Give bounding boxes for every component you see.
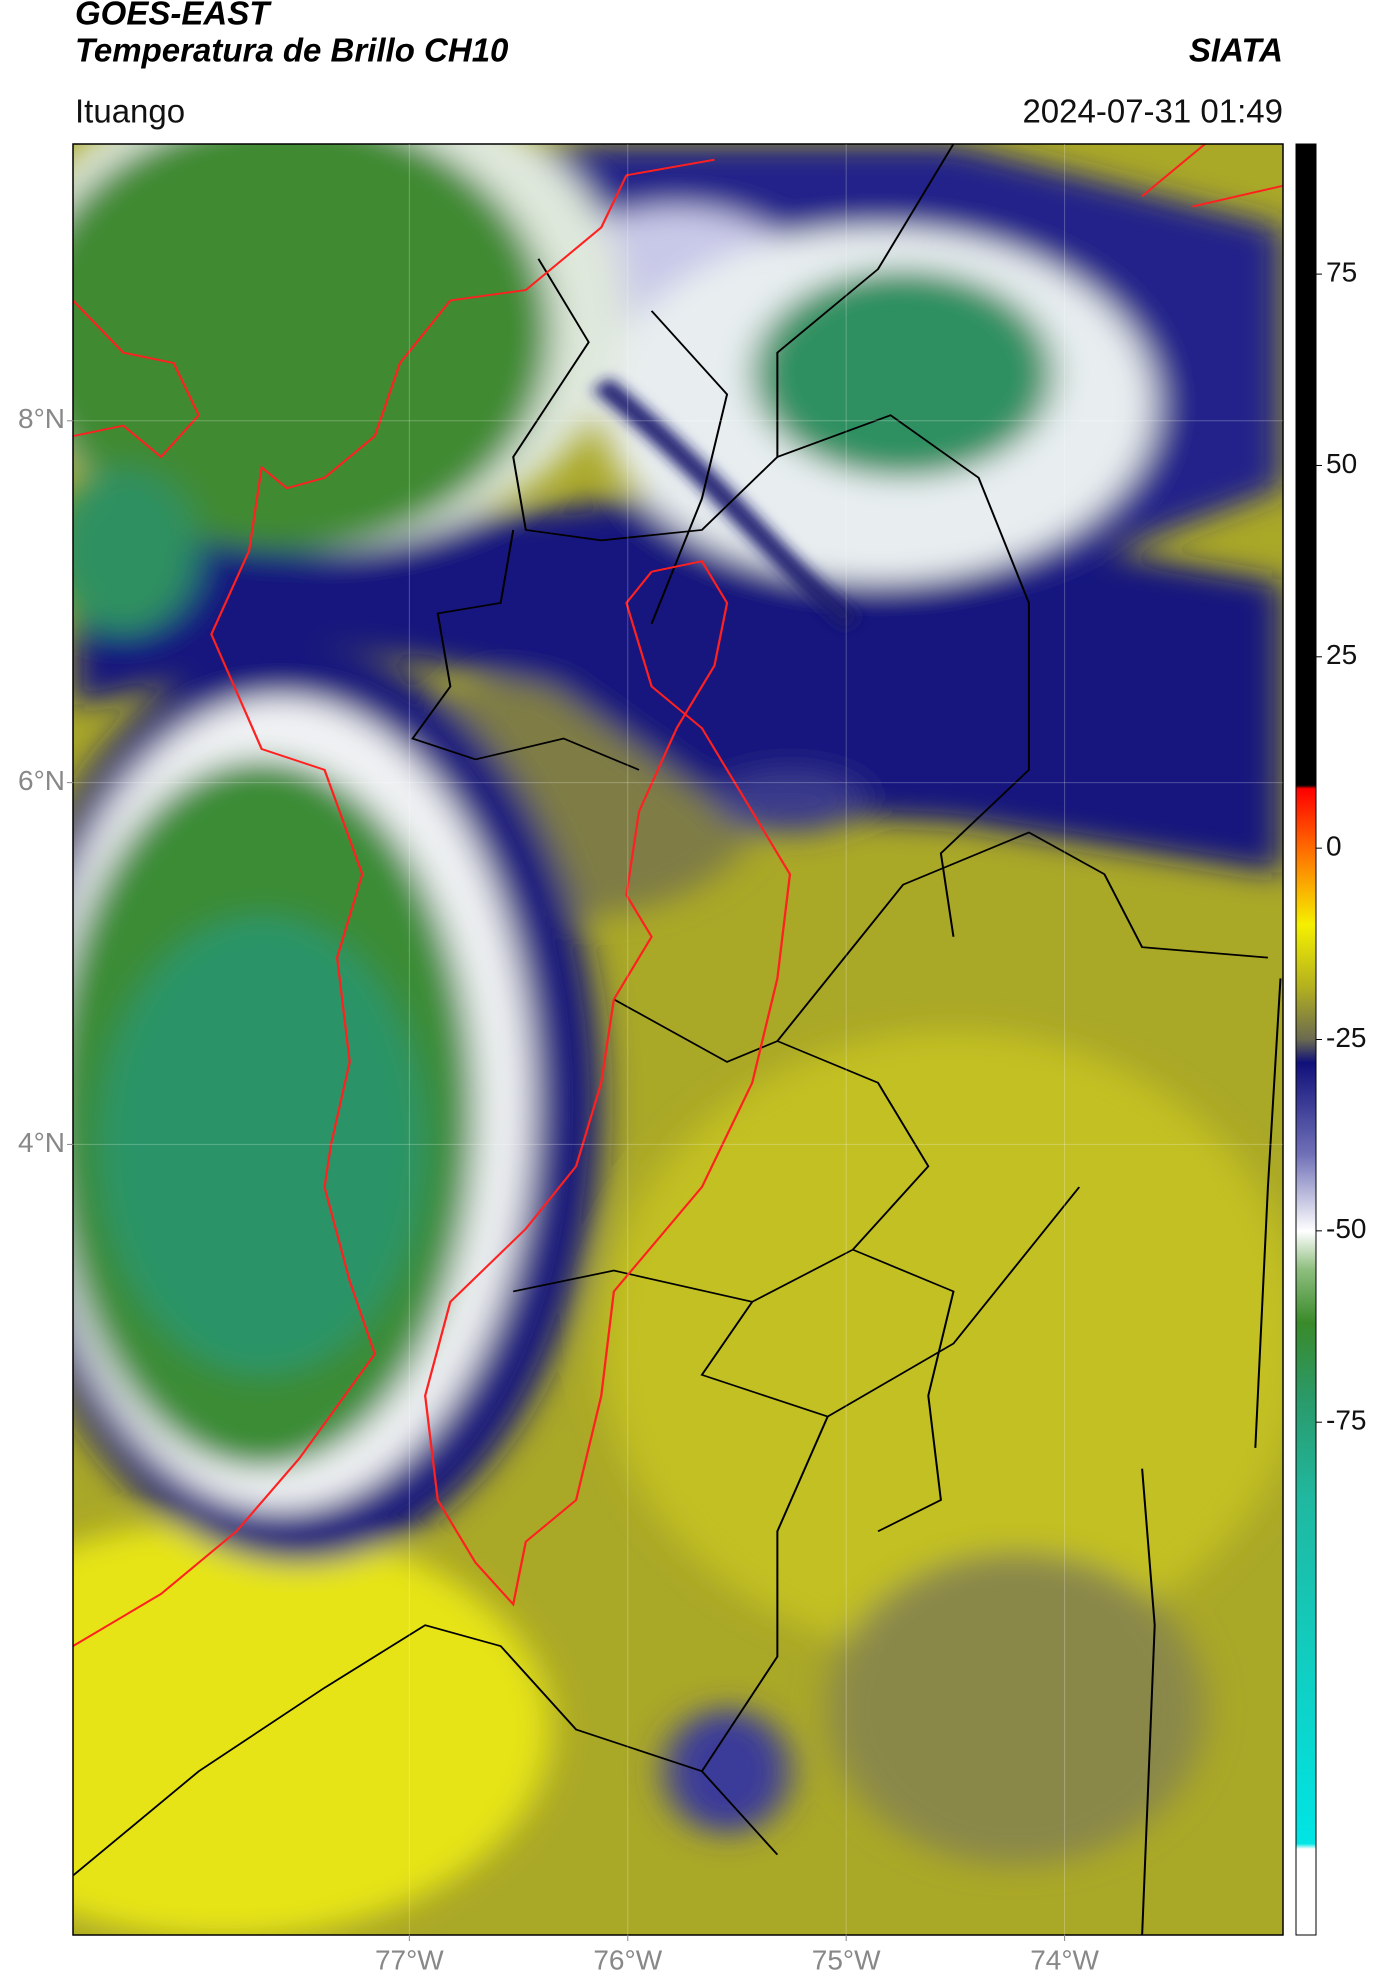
colorbar-tick-label: 0 [1326, 831, 1342, 862]
colorbar-tick-label: -25 [1326, 1022, 1366, 1053]
subtitle: Temperatura de Brillo CH10 [75, 32, 509, 69]
colorbar [1295, 143, 1317, 1936]
map-frame [72, 143, 1284, 1936]
colorbar-tick-label: 50 [1326, 448, 1357, 479]
x-tick-label: 74°W [1030, 1944, 1099, 1975]
colorbar-tick-label: 75 [1326, 257, 1357, 288]
y-tick-label: 8°N [18, 403, 65, 434]
location: Ituango [75, 93, 185, 130]
source: SIATA [1189, 32, 1283, 69]
x-tick-label: 76°W [593, 1944, 662, 1975]
colorbar-tick-label: -75 [1326, 1405, 1366, 1436]
title: GOES-EAST [75, 0, 272, 32]
y-tick-label: 4°N [18, 1127, 65, 1158]
x-tick-label: 77°W [375, 1944, 444, 1975]
satellite-image [73, 144, 1283, 1935]
y-tick-label: 6°N [18, 765, 65, 796]
colorbar-tick-label: -50 [1326, 1213, 1366, 1244]
colorbar-tick-label: 25 [1326, 639, 1357, 670]
datetime: 2024-07-31 01:49 [1022, 93, 1283, 130]
x-tick-label: 75°W [812, 1944, 881, 1975]
